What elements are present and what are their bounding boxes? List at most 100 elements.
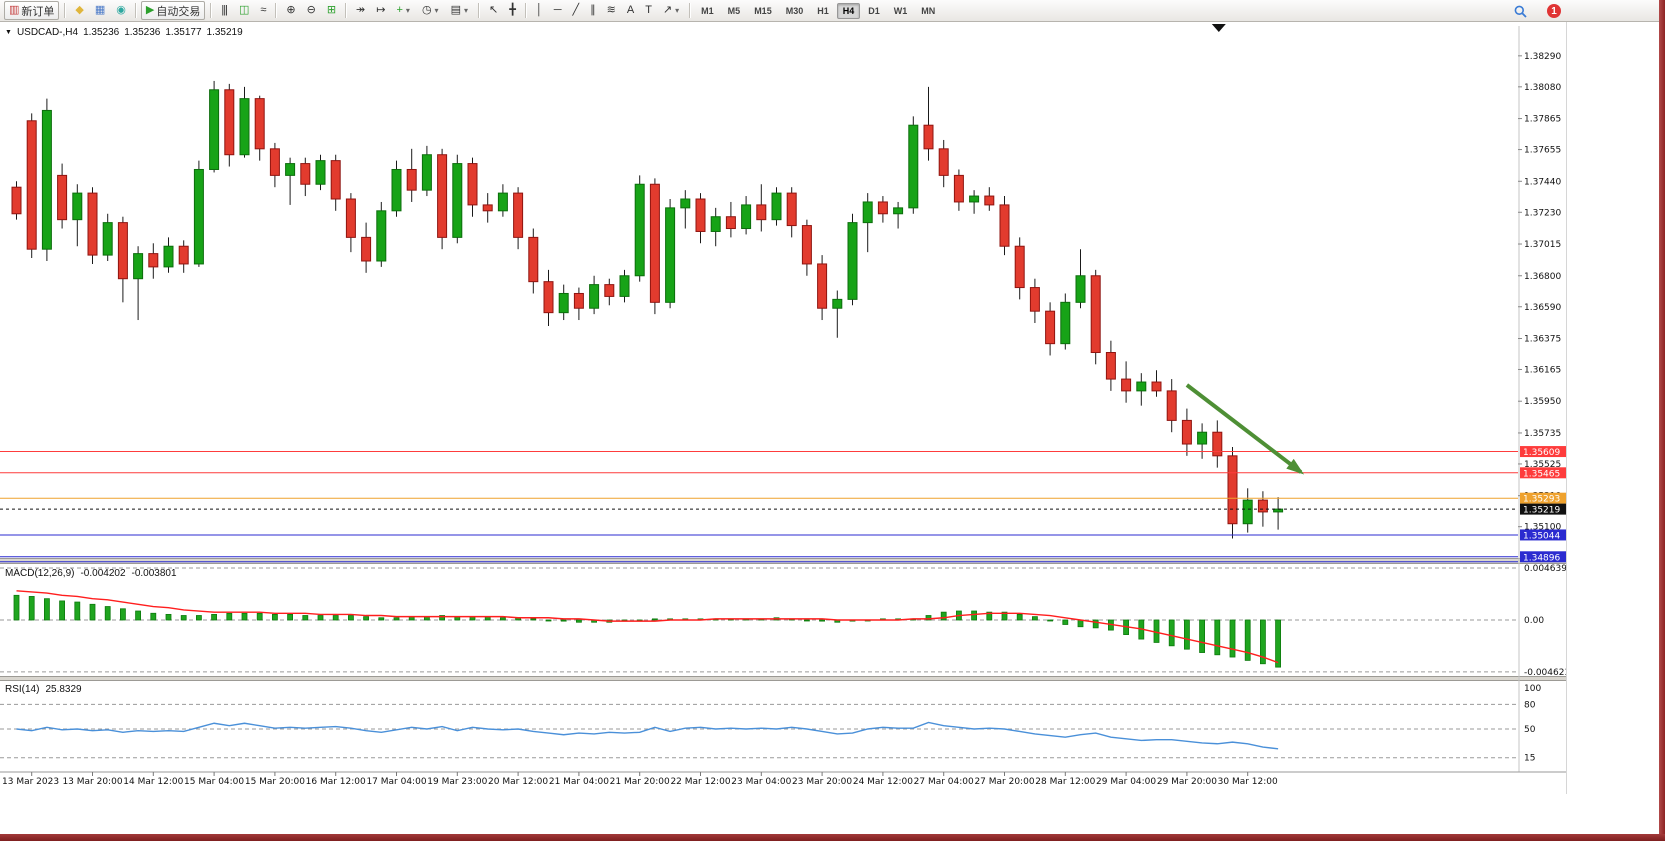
tile-windows-button[interactable]: ⊞ bbox=[322, 1, 340, 20]
support-line-2-label-box[interactable] bbox=[1520, 551, 1566, 563]
line-chart-button[interactable]: ≈ bbox=[255, 1, 270, 20]
dropdown-caret-icon: ▾ bbox=[463, 6, 468, 15]
bar-chart-button[interactable]: ||| bbox=[216, 1, 232, 20]
macd-histogram-bar bbox=[393, 617, 400, 621]
timeframe-h1[interactable]: H1 bbox=[817, 5, 829, 16]
candle-bullish bbox=[102, 222, 113, 256]
macd-histogram-bar bbox=[89, 603, 96, 621]
timeframe-m5[interactable]: M5 bbox=[727, 5, 741, 16]
timeframe-m15[interactable]: M15 bbox=[754, 5, 772, 16]
time-axis-label: 29 Mar 20:00 bbox=[1157, 777, 1217, 787]
pane-divider[interactable] bbox=[0, 676, 1566, 681]
macd-histogram-bar bbox=[1032, 616, 1038, 621]
pane-divider[interactable] bbox=[0, 558, 1566, 564]
notification-badge[interactable]: 1 bbox=[1547, 4, 1561, 18]
new-order-icon: ▥ bbox=[9, 4, 19, 16]
cursor-icon: ↖ bbox=[488, 4, 498, 16]
auto-scroll-icon: ↠ bbox=[356, 4, 365, 16]
candle-bearish bbox=[224, 89, 235, 156]
timeframe-mn[interactable]: MN bbox=[921, 5, 936, 16]
channel-tool[interactable]: ∥ bbox=[585, 1, 600, 20]
label-tool[interactable]: T bbox=[640, 1, 656, 20]
price-axis-label: 1.35735 bbox=[1524, 429, 1561, 439]
timeframe-w1[interactable]: W1 bbox=[893, 5, 908, 16]
market-watch-button[interactable]: ▦ bbox=[90, 1, 109, 20]
macd-axis-label: -0.004623 bbox=[1524, 668, 1566, 678]
candle-bullish bbox=[209, 89, 220, 170]
timeframe-m1[interactable]: M1 bbox=[701, 5, 714, 16]
toolbar-separator bbox=[275, 3, 277, 18]
search-button[interactable] bbox=[1509, 2, 1532, 21]
timeframe-h4[interactable]: H4 bbox=[836, 2, 861, 19]
candle-bearish bbox=[26, 120, 37, 250]
object-anchor-marker[interactable] bbox=[1211, 24, 1226, 32]
candle-bullish bbox=[163, 245, 174, 268]
candle-bearish bbox=[938, 148, 949, 176]
candle-bearish bbox=[695, 198, 706, 232]
cursor-button[interactable]: ↖ bbox=[484, 1, 502, 20]
support-line-1-label-box[interactable] bbox=[1520, 529, 1566, 541]
zoom-out-button[interactable]: ⊖ bbox=[302, 1, 320, 20]
candle-bearish bbox=[999, 204, 1010, 247]
timeframe-m30[interactable]: M30 bbox=[785, 5, 804, 16]
resistance-line-2-label-box[interactable] bbox=[1520, 467, 1566, 479]
candle-bullish bbox=[1075, 275, 1086, 303]
trendline-tool[interactable]: ╱ bbox=[568, 1, 584, 20]
candle-bearish bbox=[1227, 455, 1238, 525]
macd-histogram-bar bbox=[652, 618, 658, 621]
macd-histogram-bar bbox=[1184, 619, 1190, 650]
fibonacci-tool[interactable]: ≋ bbox=[602, 1, 620, 20]
candle-bearish bbox=[1014, 245, 1025, 289]
price-axis-label: 1.37440 bbox=[1524, 177, 1561, 187]
chart-canvas[interactable]: 1.38290 1.38080 1.37865 1.37655 1.37440 1.372… bbox=[0, 22, 1566, 794]
horizontal-line-tool[interactable]: ─ bbox=[549, 1, 566, 20]
candle-bullish bbox=[771, 192, 782, 221]
autotrading-button[interactable]: ▶ 自动交易 bbox=[140, 1, 206, 20]
candle-bearish bbox=[361, 236, 372, 262]
candlestick-chart-button[interactable]: ◫ bbox=[234, 1, 253, 20]
toolbar: ▥ 新订单 ◆ ▦ ◉ ▶ 自动交易 ||| ◫ ≈ ⊕ ⊖ ⊞ ↠ ↦ + ▾ ◷ ▾ ▤ ▾ ↖ ╋ │ ─ ╱ ∥ ≋ A T ↗ ▾ M… bbox=[0, 0, 1665, 22]
time-axis-label: 29 Mar 04:00 bbox=[1096, 777, 1156, 787]
chart-window[interactable]: 1.38290 1.38080 1.37865 1.37655 1.37440 1.372… bbox=[0, 22, 1567, 794]
new-order-button[interactable]: ▥ 新订单 bbox=[4, 1, 60, 20]
window-edge-bottom bbox=[0, 834, 1665, 841]
chart-shift-button[interactable]: ↦ bbox=[371, 1, 389, 20]
dropdown-caret-icon: ▾ bbox=[405, 6, 410, 15]
pivot-line-label-box[interactable] bbox=[1520, 492, 1566, 504]
macd-histogram-bar bbox=[971, 610, 977, 621]
community-button[interactable]: ◉ bbox=[111, 1, 130, 20]
macd-histogram-bar bbox=[1092, 619, 1099, 629]
auto-scroll-button[interactable]: ↠ bbox=[351, 1, 369, 20]
ohlc-high: 1.35236 bbox=[124, 27, 161, 38]
zoom-in-button[interactable]: ⊕ bbox=[281, 1, 299, 20]
rsi-header: RSI(14) 25.8329 bbox=[5, 684, 82, 695]
current-price-line-label-box[interactable] bbox=[1520, 503, 1566, 515]
time-axis-label: 20 Mar 12:00 bbox=[488, 777, 548, 787]
resistance-line-1-label-box[interactable] bbox=[1520, 446, 1566, 458]
trend-arrow[interactable] bbox=[1185, 383, 1303, 474]
timeframe-d1[interactable]: D1 bbox=[868, 5, 880, 16]
crosshair-button[interactable]: ╋ bbox=[504, 1, 520, 20]
indicators-button[interactable]: + ▾ bbox=[391, 1, 414, 20]
search-icon bbox=[1514, 5, 1527, 18]
vertical-line-tool[interactable]: │ bbox=[531, 1, 547, 20]
bar-chart-icon: ||| bbox=[221, 4, 228, 16]
candle-bullish bbox=[1060, 301, 1071, 345]
templates-button[interactable]: ▤ ▾ bbox=[446, 1, 473, 20]
periods-button[interactable]: ◷ ▾ bbox=[417, 1, 444, 20]
macd-histogram-bar bbox=[150, 612, 157, 621]
rsi-line bbox=[16, 721, 1279, 750]
collapse-triangle-icon[interactable]: ▼ bbox=[5, 29, 12, 36]
shapes-dropdown[interactable]: ↗ ▾ bbox=[658, 1, 684, 20]
chart-ohlc-header: ▼ USDCAD-,H4 1.35236 1.35236 1.35177 1.3… bbox=[5, 27, 243, 38]
candle-bearish bbox=[725, 216, 736, 230]
macd-histogram-bar bbox=[378, 617, 385, 621]
macd-histogram-bar bbox=[226, 612, 233, 621]
time-axis-label: 21 Mar 04:00 bbox=[549, 777, 609, 787]
text-tool[interactable]: A bbox=[622, 1, 638, 20]
metaeditor-button[interactable]: ◆ bbox=[70, 1, 87, 20]
candle-bullish bbox=[421, 154, 432, 191]
candle-bearish bbox=[1105, 352, 1116, 380]
price-axis-label: 1.36375 bbox=[1524, 334, 1561, 344]
candle-bullish bbox=[72, 192, 83, 221]
